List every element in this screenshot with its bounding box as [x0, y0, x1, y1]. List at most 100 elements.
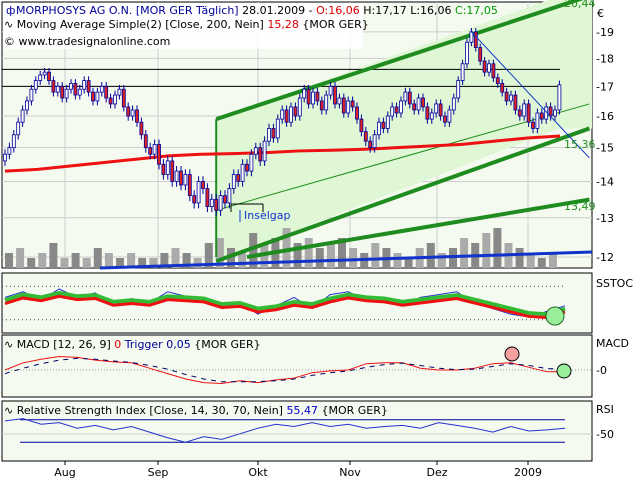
inselgap-annotation: Inselgap — [244, 209, 290, 222]
candle — [509, 94, 513, 102]
candle — [456, 80, 461, 99]
volume-bar — [304, 238, 313, 268]
candle — [355, 106, 359, 120]
candle — [192, 195, 197, 204]
candle — [350, 100, 355, 108]
channel-fill — [216, 0, 592, 262]
wave-icon: ∿ — [4, 18, 13, 31]
y-tick-label: -16 — [596, 110, 614, 123]
candle — [447, 109, 452, 123]
candle — [443, 115, 447, 123]
candle — [236, 174, 241, 182]
candle — [29, 88, 34, 102]
volume-bar — [93, 248, 102, 268]
volume-bar — [182, 253, 191, 268]
volume-bar — [104, 253, 113, 268]
candle — [108, 97, 113, 105]
candle — [38, 74, 43, 81]
trend-line — [471, 31, 590, 159]
macd-label: MACD [12, 26, 9] — [17, 338, 111, 351]
candle — [341, 97, 346, 114]
candle — [487, 63, 491, 73]
ma-header: ∿ Moving Average Simple(2) [Close, 200, … — [4, 18, 369, 31]
candle — [315, 91, 320, 102]
candle — [42, 71, 47, 76]
channel-lower-label: 15,36 — [564, 138, 596, 151]
volume-bar — [27, 258, 36, 268]
x-tick-label: Nov — [339, 466, 361, 479]
x-tick-label: Aug — [54, 466, 75, 479]
sstoc-slow-line — [4, 294, 566, 320]
y-tick-label: -12 — [596, 251, 614, 264]
volume-bar — [548, 253, 557, 268]
volume-bar — [493, 228, 502, 268]
candle — [117, 88, 122, 96]
candle — [522, 103, 527, 117]
candle — [473, 31, 478, 48]
volume-bar — [215, 238, 224, 268]
candle — [214, 198, 219, 211]
candle — [421, 97, 425, 108]
candle — [121, 88, 126, 108]
volume-bar — [404, 258, 413, 268]
x-tick-label: Okt — [248, 466, 268, 479]
candle — [399, 100, 403, 114]
symbol-header: MORPHOSYS AG O.N. [MOR GER Täglich] 28.0… — [16, 4, 498, 17]
y-tick-label: -13 — [596, 212, 614, 225]
candle — [495, 77, 500, 84]
candle — [460, 63, 465, 81]
candle — [337, 97, 342, 105]
candle — [500, 83, 505, 93]
candle — [271, 128, 276, 139]
candle — [328, 85, 333, 96]
candle — [20, 109, 25, 123]
candle — [157, 144, 161, 165]
candle — [363, 131, 368, 142]
macd-tick-0: -0 — [596, 364, 607, 377]
candle — [553, 109, 557, 117]
candle — [113, 94, 117, 105]
candle — [372, 134, 377, 149]
candle — [377, 121, 381, 136]
x-tick-label: Dez — [426, 466, 447, 479]
candle — [7, 147, 12, 155]
candle — [126, 106, 131, 117]
volume-bar — [204, 243, 213, 268]
sstoc-title: SSTOC — [596, 277, 633, 290]
volume-bar — [315, 248, 324, 268]
candle — [526, 103, 531, 123]
candle — [262, 140, 267, 162]
candle — [267, 128, 271, 142]
volume-bar — [526, 253, 535, 268]
candle — [280, 109, 285, 120]
channel-upper — [215, 0, 584, 122]
candle — [51, 80, 56, 93]
volume-bar — [437, 253, 446, 268]
macd-buy-marker — [556, 363, 572, 379]
volume-bar — [5, 253, 13, 268]
rsi-suffix: {MOR GER} — [321, 404, 387, 417]
candle — [403, 91, 408, 102]
candle — [161, 163, 166, 175]
volume-bar — [393, 253, 402, 268]
candle — [249, 153, 254, 172]
candle — [346, 100, 351, 114]
quote-date: 28.01.2009 - — [242, 4, 312, 17]
candle — [293, 106, 298, 117]
y-tick-label: -14 — [596, 175, 614, 188]
candle — [183, 174, 188, 186]
candle — [311, 91, 315, 105]
volume-bar — [482, 233, 491, 268]
rsi-tick-50: -50 — [596, 428, 614, 441]
candle — [390, 106, 395, 117]
candle — [324, 94, 329, 111]
candle — [504, 91, 509, 102]
volume-bar — [371, 243, 380, 268]
volume-bar — [116, 258, 124, 268]
candle — [297, 97, 302, 117]
candle — [60, 85, 65, 99]
quote-close: C:17,05 — [455, 4, 498, 17]
volume-bar — [149, 258, 158, 268]
candle — [227, 188, 232, 204]
